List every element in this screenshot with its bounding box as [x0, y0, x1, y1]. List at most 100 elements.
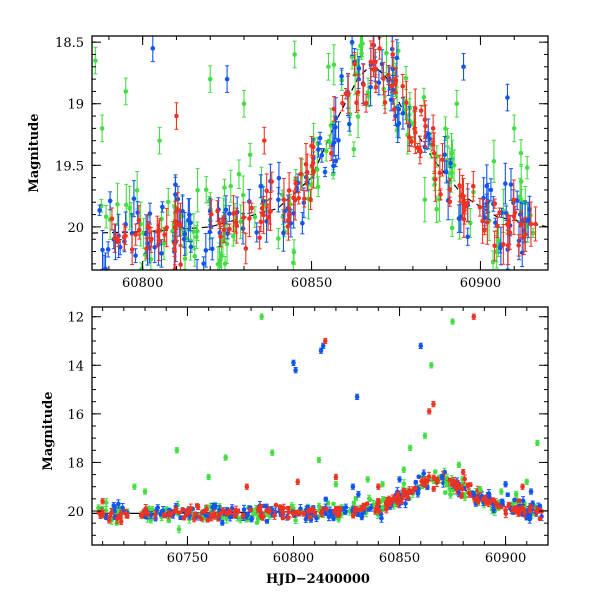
bottom-red-point-457: [475, 499, 481, 505]
top-blue-point-164: [465, 227, 470, 246]
top-blue-point-291: [203, 233, 209, 268]
bottom-blue-point-637: [291, 359, 296, 366]
top-blue-point-167: [201, 256, 206, 270]
top-green-point-63: [238, 204, 243, 240]
top-blue-point-211: [182, 212, 188, 256]
top-y-tick-label: 20: [67, 221, 84, 236]
top-blue-point-464: [461, 52, 466, 81]
top-blue-point-249: [188, 214, 193, 232]
top-red-point-366: [261, 195, 266, 235]
bottom-red-point-466: [364, 501, 370, 507]
top-green-point-83: [494, 234, 500, 269]
top-red-point-381: [501, 223, 506, 265]
bottom-red-point-657: [460, 469, 466, 476]
top-green-point-119: [291, 248, 296, 270]
top-green-point-67: [123, 183, 129, 226]
top-red-point-383: [286, 172, 292, 209]
top-blue-point-161: [400, 97, 406, 130]
top-green-point-104: [331, 44, 337, 86]
bottom-red-point-553: [176, 510, 182, 515]
top-blue-point-175: [97, 204, 102, 216]
bottom-blue-point-258: [505, 492, 511, 497]
bottom-red-point-607: [260, 511, 266, 521]
bottom-red-point-611: [272, 510, 277, 520]
top-red-point-423: [518, 210, 524, 239]
top-green-point-453: [157, 126, 162, 155]
bottom-green-point-636: [513, 490, 519, 498]
top-blue-point-235: [508, 168, 514, 201]
top-red-point-426: [523, 216, 528, 253]
top-blue-point-203: [514, 190, 520, 211]
bottom-red-point-547: [309, 506, 315, 513]
bottom-red-point-524: [431, 486, 436, 492]
bottom-blue-point-307: [512, 497, 517, 503]
bottom-green-point-635: [499, 488, 504, 495]
top-green-point-138: [422, 177, 428, 223]
bottom-green-point-616: [422, 432, 428, 439]
top-red-point-416: [497, 207, 502, 218]
bottom-red-point-587: [424, 478, 430, 484]
top-green-point-115: [194, 225, 199, 249]
top-green-point-66: [203, 176, 209, 204]
bottom-green-point-79: [443, 490, 448, 495]
bottom-y-tick-label: 14: [67, 359, 84, 374]
top-blue-point-280: [503, 162, 508, 205]
bottom-red-point-599: [503, 506, 508, 515]
top-red-point-359: [144, 237, 149, 260]
top-blue-point-463: [349, 36, 355, 56]
bottom-red-point-656: [376, 483, 381, 490]
top-red-point-336: [149, 230, 154, 248]
bottom-panel: 60750 60800 60850 60900 12 14 16 18 20 Magnitude…: [41, 306, 549, 587]
bottom-red-point-649: [323, 337, 328, 345]
bottom-red-point-580: [319, 506, 325, 516]
bottom-red-point-512: [191, 515, 197, 523]
top-blue-point-218: [105, 241, 111, 258]
top-green-point-16: [222, 178, 227, 197]
bottom-plot-marks: [92, 313, 548, 534]
top-green-point-132: [467, 207, 473, 238]
top-red-point-418: [109, 207, 115, 231]
top-red-point-328: [404, 80, 409, 125]
top-blue-point-296: [330, 123, 336, 167]
top-green-point-96: [191, 213, 197, 251]
bottom-red-point-659: [295, 478, 301, 485]
bottom-red-point-561: [401, 487, 407, 497]
top-red-point-440: [311, 155, 316, 189]
top-red-point-444: [129, 234, 135, 265]
top-blue-point-228: [346, 116, 352, 132]
bottom-blue-point-394: [203, 513, 209, 518]
bottom-green-point-631: [365, 476, 371, 483]
bottom-red-point-598: [516, 512, 522, 517]
bottom-blue-point-280: [166, 507, 172, 513]
bottom-red-point-588: [356, 507, 362, 513]
top-blue-point-268: [254, 222, 260, 243]
bottom-green-point-619: [174, 447, 180, 454]
top-green-point-42: [192, 245, 198, 267]
bottom-y-tick-label: 12: [67, 311, 84, 326]
bottom-red-point-503: [273, 502, 279, 508]
top-red-point-380: [482, 225, 487, 236]
top-green-point-53: [115, 182, 120, 226]
bottom-blue-point-385: [116, 499, 121, 509]
top-panel: 60800 60850 60900 18.5 19 19.5 20 Magnitude: [27, 35, 549, 291]
bottom-red-point-514: [219, 510, 224, 516]
bottom-green-point-86: [176, 525, 182, 534]
top-red-point-412: [412, 88, 418, 129]
top-blue-point-284: [159, 239, 164, 268]
top-red-point-430: [146, 221, 152, 234]
top-red-point-321: [465, 183, 470, 223]
top-red-point-414: [243, 232, 249, 265]
top-green-point-8: [165, 188, 171, 216]
bottom-red-point-516: [537, 516, 543, 522]
bottom-green-point-615: [450, 318, 455, 325]
top-red-point-433: [343, 87, 349, 100]
bottom-green-point-33: [432, 469, 438, 474]
bottom-blue-point-374: [342, 510, 348, 516]
bottom-red-point-446: [306, 507, 312, 514]
bottom-red-point-597: [487, 499, 493, 506]
top-red-point-371: [215, 200, 220, 222]
bottom-blue-point-230: [331, 515, 336, 522]
top-green-point-458: [454, 89, 460, 118]
bottom-red-point-520: [533, 506, 539, 517]
